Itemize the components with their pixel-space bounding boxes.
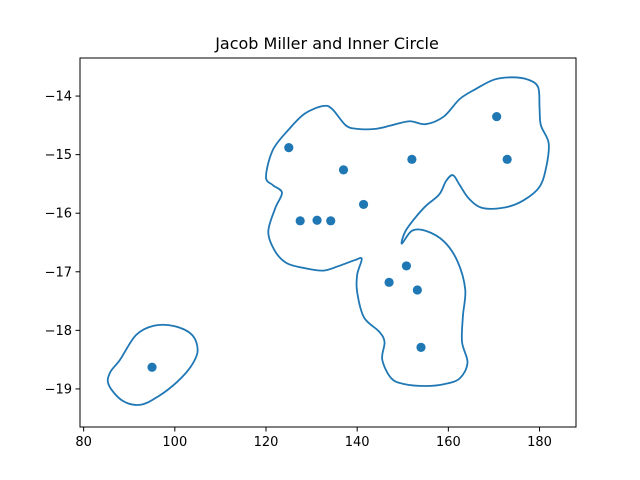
y-tick-label: −18 — [45, 324, 72, 339]
x-tick-label: 180 — [527, 435, 552, 450]
data-point-7 — [358, 199, 369, 210]
data-point-11 — [412, 285, 422, 295]
contour-line-1 — [106, 323, 199, 406]
y-tick-label: −17 — [45, 265, 72, 280]
y-axis-ticks: −19 −18 −17 −16 −15 −14 — [45, 90, 80, 397]
x-tick-label: 140 — [345, 435, 370, 450]
data-point-10 — [407, 154, 417, 164]
data-point-5 — [326, 216, 336, 226]
data-point-13 — [492, 111, 502, 122]
data-point-8 — [384, 277, 394, 287]
axes-frame — [79, 57, 577, 428]
chart-title: Jacob Miller and Inner Circle — [214, 34, 439, 53]
data-point-12 — [416, 342, 426, 352]
data-point-6 — [338, 165, 349, 175]
y-tick-label: −16 — [45, 207, 72, 222]
data-point-9 — [401, 261, 412, 271]
data-point-3 — [295, 216, 305, 226]
x-tick-label: 80 — [75, 435, 92, 450]
x-tick-label: 160 — [436, 435, 461, 450]
data-points — [147, 111, 512, 372]
data-point-14 — [502, 154, 512, 164]
y-tick-label: −15 — [45, 148, 72, 163]
x-axis-ticks: 80 100 120 140 160 180 — [75, 427, 552, 450]
data-point-1 — [147, 362, 157, 372]
x-tick-label: 100 — [162, 435, 187, 450]
y-tick-label: −14 — [45, 90, 72, 105]
data-point-2 — [284, 143, 294, 153]
density-contours — [106, 76, 550, 406]
contour-line-2 — [265, 76, 550, 387]
x-tick-label: 120 — [254, 435, 279, 450]
y-tick-label: −19 — [45, 382, 72, 397]
data-point-4 — [312, 215, 322, 225]
